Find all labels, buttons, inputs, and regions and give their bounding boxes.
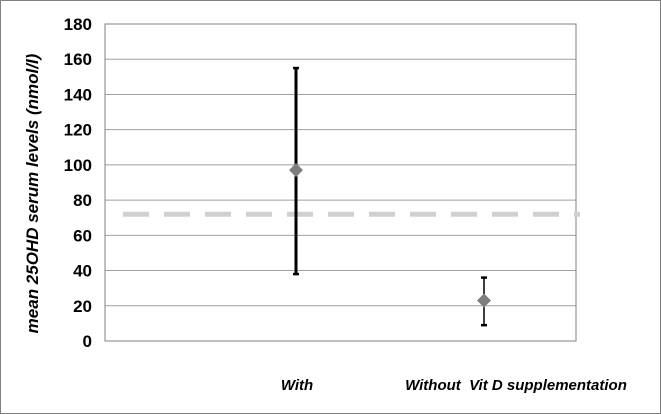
y-tick-label: 0 [83, 332, 92, 351]
category-labels: With Without Vit D supplementation [281, 377, 627, 394]
y-tick-label: 180 [64, 15, 92, 34]
y-tick-label: 60 [73, 226, 92, 245]
y-tick-label: 20 [73, 297, 92, 316]
y-tick-label: 160 [64, 50, 92, 69]
gridlines [105, 23, 576, 342]
plot-area [104, 23, 577, 342]
category-label: With [281, 377, 313, 394]
y-tick-label: 100 [64, 156, 92, 175]
mean-marker [289, 163, 303, 178]
y-tick-label: 80 [73, 191, 92, 210]
y-axis-title: mean 25OHD serum levels (nmol/l) [23, 53, 42, 333]
category-label: Without Vit D supplementation [405, 377, 627, 394]
markers [289, 163, 491, 308]
y-tick-label: 40 [73, 262, 92, 281]
mean-marker [477, 293, 491, 308]
error-bars [293, 66, 487, 327]
y-tick-label: 120 [64, 121, 92, 140]
y-tick-label: 140 [64, 85, 92, 104]
y-tick-labels: 0 20 40 60 80 100 120 140 160 180 [64, 15, 92, 351]
